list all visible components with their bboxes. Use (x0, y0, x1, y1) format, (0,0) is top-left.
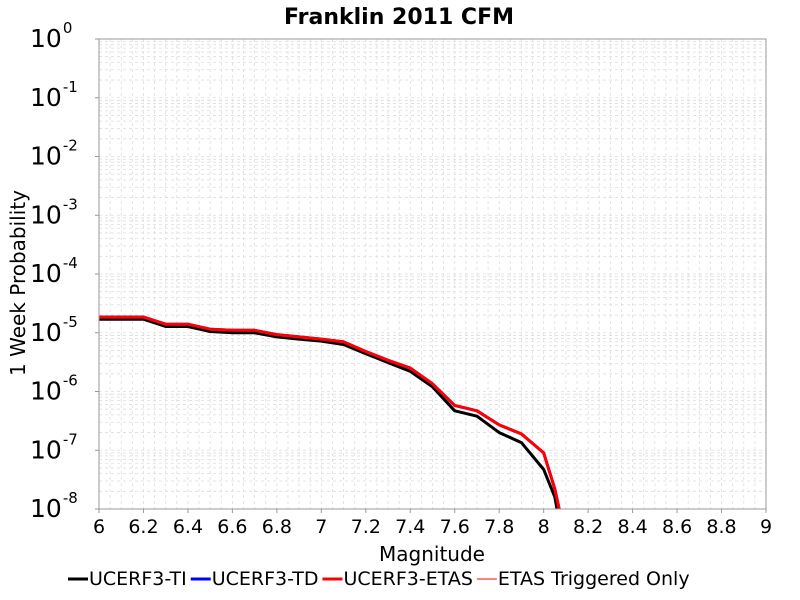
y-tick-label: 10-5 (30, 313, 78, 347)
x-tick-label: 6 (93, 516, 105, 538)
x-tick-label: 7.4 (395, 516, 425, 538)
legend-label-etas-triggered-only: ETAS Triggered Only (498, 568, 690, 590)
y-axis-label: 1 Week Probability (6, 190, 30, 376)
series-line-ucerf3-ti (99, 317, 559, 509)
legend-label-ucerf3-ti: UCERF3-TI (89, 568, 187, 590)
y-tick-label: 10-1 (30, 78, 78, 112)
x-tick-label: 6.8 (262, 516, 292, 538)
x-tick-label: 8.4 (617, 516, 647, 538)
legend: UCERF3-TI UCERF3-TD UCERF3-ETAS ETAS Trigge… (68, 568, 690, 590)
x-axis-ticks: 6 6.2 6.4 6.6 6.8 7 7.2 7.4 7.6 7.8 8 8.2 8.4 8.6 8.8 9 (93, 509, 772, 538)
y-tick-label: 10-2 (30, 137, 78, 171)
legend-label-ucerf3-td: UCERF3-TD (212, 568, 319, 590)
x-tick-label: 6.2 (128, 516, 158, 538)
y-tick-label: 10-3 (30, 195, 78, 229)
grid (98, 39, 767, 510)
y-tick-label: 10-8 (30, 489, 78, 523)
y-tick-label: 10-6 (30, 372, 78, 406)
x-tick-label: 6.6 (217, 516, 247, 538)
x-tick-label: 7 (315, 516, 327, 538)
y-axis-ticks: 100 10-1 10-2 10-3 10-4 10-5 10-6 10-7 10-8 (30, 19, 99, 523)
y-tick-label: 100 (30, 19, 72, 53)
x-tick-label: 6.4 (173, 516, 203, 538)
series-layer (99, 315, 561, 509)
chart-title: Franklin 2011 CFM (284, 5, 514, 30)
x-tick-label: 9 (760, 516, 772, 538)
legend-label-ucerf3-etas: UCERF3-ETAS (343, 568, 472, 590)
x-tick-label: 8.6 (662, 516, 692, 538)
x-tick-label: 7.2 (351, 516, 381, 538)
series-line-ucerf3-etas (99, 315, 561, 509)
y-tick-label: 10-4 (30, 254, 78, 288)
x-tick-label: 7.6 (440, 516, 470, 538)
x-tick-label: 8 (538, 516, 550, 538)
x-tick-label: 8.8 (706, 516, 736, 538)
y-tick-label: 10-7 (30, 430, 78, 464)
x-tick-label: 8.2 (573, 516, 603, 538)
x-axis-label: Magnitude (379, 542, 485, 566)
x-tick-label: 7.8 (484, 516, 514, 538)
